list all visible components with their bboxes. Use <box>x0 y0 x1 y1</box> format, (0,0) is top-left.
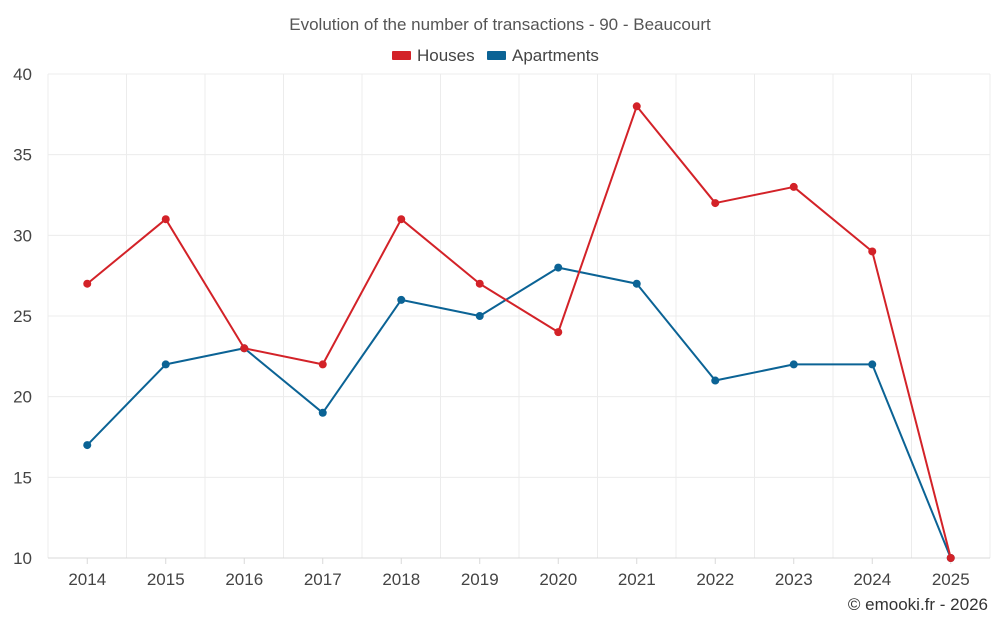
data-point-apartments-2024[interactable] <box>868 360 877 369</box>
legend-item-apartments[interactable]: Apartments <box>487 46 599 65</box>
data-point-houses-2018[interactable] <box>397 215 406 224</box>
y-tick-label: 40 <box>13 65 32 84</box>
x-axis: 2014 2015 2016 2017 2018 2019 2020 2021 2022 2023… <box>68 558 970 589</box>
chart-title: Evolution of the number of transactions … <box>289 15 711 34</box>
legend-swatch <box>487 51 506 60</box>
grid <box>47 73 991 559</box>
x-tick-label: 2023 <box>775 570 813 589</box>
series-line-apartments <box>86 266 952 559</box>
data-point-houses-2017[interactable] <box>318 360 327 369</box>
data-point-houses-2016[interactable] <box>240 344 249 353</box>
data-point-apartments-2018[interactable] <box>397 295 406 304</box>
data-point-apartments-2023[interactable] <box>789 360 798 369</box>
y-tick-label: 20 <box>13 388 32 407</box>
x-tick-label: 2019 <box>461 570 499 589</box>
x-tick-label: 2016 <box>225 570 263 589</box>
data-point-houses-2019[interactable] <box>475 279 484 288</box>
y-tick-label: 30 <box>13 226 32 245</box>
x-tick-label: 2021 <box>618 570 656 589</box>
legend-item-houses[interactable]: Houses <box>392 46 475 65</box>
data-point-apartments-2017[interactable] <box>318 408 327 417</box>
x-tick-label: 2022 <box>696 570 734 589</box>
series-houses <box>83 102 955 562</box>
x-tick-label: 2014 <box>68 570 106 589</box>
data-point-houses-2014[interactable] <box>83 279 92 288</box>
data-point-houses-2021[interactable] <box>632 102 641 111</box>
data-point-houses-2023[interactable] <box>789 182 798 191</box>
data-point-houses-2024[interactable] <box>868 247 877 256</box>
x-tick-label: 2020 <box>539 570 577 589</box>
data-point-houses-2020[interactable] <box>554 328 563 337</box>
legend: Houses Apartments <box>392 46 599 65</box>
legend-label: Apartments <box>512 46 599 65</box>
x-tick-label: 2024 <box>853 570 891 589</box>
series-line-houses <box>86 105 952 559</box>
data-point-houses-2015[interactable] <box>161 215 170 224</box>
data-point-apartments-2020[interactable] <box>554 263 563 272</box>
x-tick-label: 2025 <box>932 570 970 589</box>
y-tick-label: 35 <box>13 146 32 165</box>
x-tick-label: 2018 <box>382 570 420 589</box>
legend-label: Houses <box>417 46 475 65</box>
credit-text: © emooki.fr - 2026 <box>848 595 988 614</box>
y-axis: 10 15 20 25 30 35 40 <box>13 65 32 568</box>
data-point-apartments-2019[interactable] <box>475 312 484 320</box>
data-point-apartments-2022[interactable] <box>711 376 720 385</box>
legend-swatch <box>392 51 411 60</box>
x-tick-label: 2017 <box>304 570 342 589</box>
data-point-apartments-2015[interactable] <box>161 360 170 369</box>
y-tick-label: 10 <box>13 549 32 568</box>
y-tick-label: 25 <box>13 307 32 326</box>
data-point-houses-2022[interactable] <box>711 199 720 208</box>
data-point-apartments-2014[interactable] <box>83 441 92 450</box>
x-tick-label: 2015 <box>147 570 185 589</box>
y-tick-label: 15 <box>13 468 32 487</box>
data-point-houses-2025[interactable] <box>946 554 955 562</box>
series-layer <box>83 102 955 562</box>
data-point-apartments-2021[interactable] <box>632 279 641 288</box>
